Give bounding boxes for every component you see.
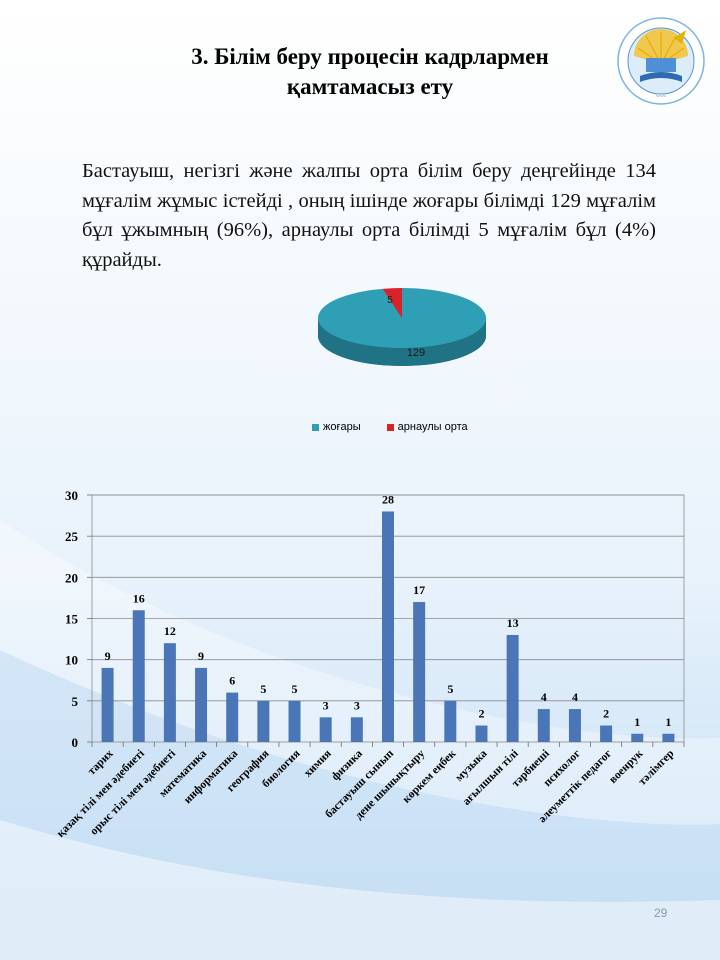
legend-item-vocational: арнаулы орта	[386, 421, 468, 433]
bar	[413, 602, 426, 742]
bar-data-label: 4	[541, 690, 547, 704]
bar-data-label: 5	[260, 682, 266, 696]
pie-label-0: 129	[407, 347, 425, 359]
page-number: 29	[654, 906, 668, 920]
legend-item-higher: жоғары	[312, 421, 361, 433]
y-tick-label: 0	[72, 735, 79, 750]
bar-data-label: 1	[634, 715, 640, 729]
education-pie-chart: 129 5	[318, 288, 486, 366]
y-tick-label: 20	[65, 570, 78, 585]
bar-data-label: 28	[382, 492, 394, 506]
bar	[226, 692, 239, 742]
bar-data-label: 6	[229, 674, 235, 688]
legend-label-vocational: арнаулы орта	[397, 421, 468, 433]
legend-label-higher: жоғары	[323, 421, 361, 433]
bar	[568, 709, 581, 742]
pie-label-1: 5	[387, 295, 393, 306]
bar-data-label: 9	[198, 649, 204, 663]
bar-data-label: 2	[478, 707, 484, 721]
y-tick-label: 5	[72, 694, 79, 709]
bar	[537, 709, 550, 742]
bar	[257, 700, 270, 742]
bar	[506, 634, 519, 742]
bar	[195, 667, 208, 742]
x-category-label: ағылшын тілі	[461, 747, 522, 808]
bar-data-label: 5	[292, 682, 298, 696]
bar-data-label: 5	[447, 682, 453, 696]
bar-data-label: 12	[164, 624, 176, 638]
x-category-label: информатика	[182, 747, 241, 806]
title-line-1: 3. Білім беру процесін кадрлармен	[191, 44, 549, 69]
bar-data-label: 1	[665, 715, 671, 729]
bar	[600, 725, 613, 742]
summary-paragraph: Бастауыш, негізгі және жалпы орта білім …	[82, 160, 656, 271]
bar-data-label: 4	[572, 690, 578, 704]
bar	[132, 610, 145, 742]
bar	[350, 717, 363, 742]
title-line-2: қамтамасыз ету	[286, 74, 454, 99]
pie-legend: жоғары арнаулы орта	[312, 421, 468, 433]
legend-swatch-vocational	[386, 423, 394, 431]
y-tick-label: 30	[65, 488, 78, 503]
bar	[662, 733, 675, 742]
bar	[163, 643, 176, 742]
legend-swatch-higher	[312, 423, 319, 431]
y-tick-label: 10	[65, 653, 78, 668]
bar	[631, 733, 644, 742]
svg-text:~~~: ~~~	[656, 94, 667, 100]
bar-data-label: 17	[413, 583, 425, 597]
school-emblem-icon: ~~~	[617, 17, 705, 105]
bar-data-label: 3	[354, 698, 360, 712]
y-tick-label: 25	[65, 529, 79, 544]
bar	[444, 700, 457, 742]
bar-data-label: 16	[133, 591, 145, 605]
page-title: 3. Білім беру процесін кадрлармен қамтам…	[90, 42, 650, 102]
bar	[319, 717, 332, 742]
bar-data-label: 9	[105, 649, 111, 663]
bar	[288, 700, 301, 742]
pie-slice-1	[382, 288, 402, 318]
bar	[382, 511, 394, 742]
bar-data-label: 3	[323, 698, 329, 712]
bar	[101, 667, 114, 742]
bar-data-label: 2	[603, 707, 609, 721]
x-category-label: тарих	[86, 747, 116, 777]
bar-data-label: 13	[507, 616, 519, 630]
y-tick-label: 15	[65, 612, 79, 627]
bar	[475, 725, 488, 742]
